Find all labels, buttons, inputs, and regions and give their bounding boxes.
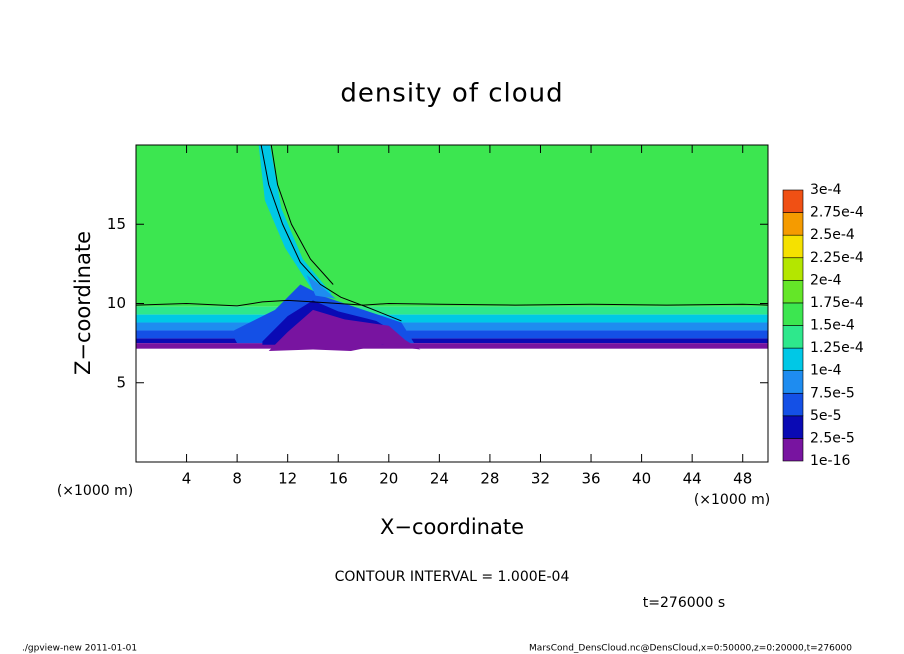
time-label: t=276000 s [643,595,725,611]
legend-label: 1.75e-4 [810,295,864,311]
x-tick-label: 28 [480,470,499,488]
x-tick-label: 24 [430,470,449,488]
colorbar-box [782,280,804,304]
colorbar-box [782,234,804,259]
field-region [268,309,421,352]
legend-label: 1e-16 [810,453,850,469]
x-tick-label: 40 [632,470,651,488]
colorbar-box [782,438,804,462]
x-tick-label: 4 [182,470,192,488]
y-axis-label: Z−coordinate [71,231,95,375]
field-region [136,145,768,307]
x-tick-label: 20 [379,470,398,488]
contour-line [136,299,768,307]
y-tick-label: 5 [116,373,126,391]
field-region [136,343,768,349]
contour-line [270,145,334,285]
chart-title: density of cloud [340,79,563,109]
x-tick-label: 32 [531,470,550,488]
x-tick-label: 12 [278,470,297,488]
footer-right: MarsCond_DensCloud.nc@DensCloud,x=0:5000… [529,644,852,654]
contour-interval: CONTOUR INTERVAL = 1.000E-04 [335,569,570,585]
legend-label: 2.5e-4 [810,227,855,243]
field-region [136,314,768,323]
field-region [258,145,332,294]
x-tick-label: 48 [733,470,752,488]
x-tick-label: 16 [329,470,348,488]
field-region [306,274,336,299]
field-region [136,330,768,339]
colorbar-box [782,257,804,281]
colorbar-box [782,347,804,371]
colorbar-box [782,302,804,326]
colorbar-box [782,189,804,213]
legend-label: 2.75e-4 [810,205,864,221]
field [136,145,768,352]
y-tick-label: 10 [107,294,126,312]
field-region [136,306,768,315]
x-tick-label: 36 [581,470,600,488]
legend-label: 3e-4 [810,182,842,198]
y-unit: (×1000 m) [57,483,133,499]
footer-left: ./gpview-new 2011-01-01 [22,644,137,654]
legend-label: 2.5e-5 [810,430,855,446]
legend-label: 7.5e-5 [810,385,855,401]
colorbar-box [782,370,804,394]
legend-label: 2.25e-4 [810,250,864,266]
contour-line [260,145,402,322]
colorbar-box [782,212,804,236]
colorbar-box [782,392,804,417]
colorbar-box [782,325,804,349]
x-unit: (×1000 m) [694,492,770,508]
legend-label: 2e-4 [810,272,842,288]
x-axis-label: X−coordinate [380,515,524,539]
x-tick-label: 8 [232,470,242,488]
colorbar-box [782,415,804,439]
x-tick-label: 44 [683,470,702,488]
y-tick-label: 15 [107,215,126,233]
legend-label: 1.25e-4 [810,340,864,356]
legend-label: 1e-4 [810,363,842,379]
legend-label: 5e-5 [810,408,841,424]
field-region [136,322,768,331]
field-region [136,338,768,344]
legend-label: 1.5e-4 [810,318,855,334]
